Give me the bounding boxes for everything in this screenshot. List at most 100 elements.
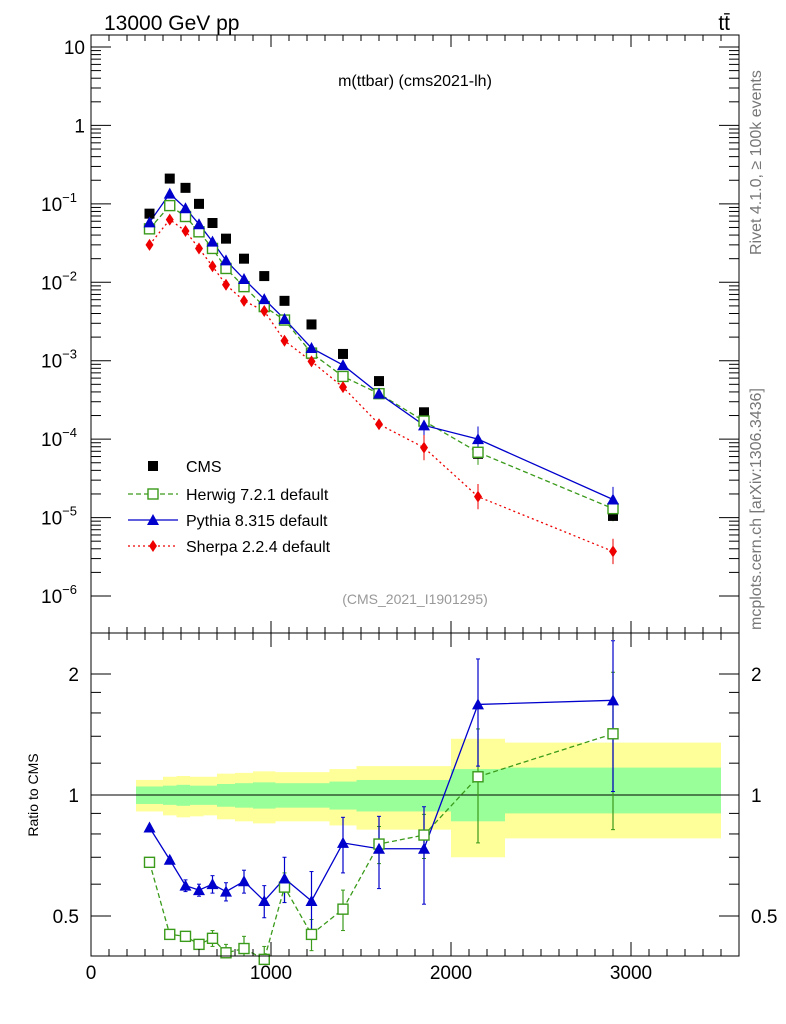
main-y-axis: 10 1 10−1 10−2 10−3 10−4 10−5 10−6 [41, 35, 739, 633]
pythia-point [163, 187, 176, 199]
sherpa-point [145, 238, 154, 251]
pythia-point [337, 836, 349, 848]
pythia-point [238, 273, 250, 285]
herwig-point [143, 856, 156, 869]
legend-entry-label: Herwig 7.2.1 default [186, 487, 329, 504]
herwig-point [607, 502, 619, 515]
uncertainty-band-inner [356, 779, 402, 812]
legend-entry-label: Pythia 8.315 default [186, 513, 328, 530]
sherpa-point [165, 213, 174, 226]
sherpa-point [280, 334, 289, 347]
pythia-point [147, 514, 159, 525]
pythia-point [193, 218, 205, 230]
ratio-y-tick-label-left: 0.5 [53, 907, 79, 928]
y-tick-label: 10−5 [41, 504, 77, 530]
pythia-point [472, 433, 484, 445]
cms-data-point [221, 233, 231, 244]
herwig-point [607, 728, 619, 740]
pythia-point [258, 293, 271, 305]
ratio-axes: 2 2 1 1 0.5 0.5 0 1000 2000 3000 [53, 633, 777, 984]
herwig-point [238, 942, 250, 955]
pythia-point [220, 885, 232, 897]
x-tick-label: 2000 [430, 963, 472, 984]
herwig-point [206, 932, 219, 945]
cms-data-point [148, 461, 158, 471]
pythia-point [206, 235, 219, 247]
ratio-y-tick-label-right: 2 [751, 665, 762, 686]
herwig-point [472, 446, 484, 458]
y-tick-label: 1 [74, 116, 85, 137]
pythia-point [418, 419, 430, 431]
pythia-point [373, 842, 385, 854]
herwig-point [258, 953, 270, 966]
ratio-y-tick-label-left: 1 [68, 786, 79, 807]
series-line-2 [148, 192, 614, 501]
cms-data-point [608, 510, 618, 521]
herwig-point [337, 903, 349, 915]
cms-data-point [164, 173, 175, 184]
cms-data-point [259, 271, 270, 282]
y-tick-label: 10−3 [41, 347, 77, 373]
herwig-point [164, 928, 176, 941]
x-tick-label: 1000 [250, 963, 292, 984]
mcplots-label: mcplots.cern.ch [arXiv:1306.3436] [748, 388, 765, 630]
main-series-layer [143, 173, 619, 565]
pythia-point [278, 872, 291, 884]
pythia-point [163, 853, 176, 865]
sherpa-point [149, 540, 157, 552]
cms-data-point [338, 348, 348, 359]
herwig-point [337, 370, 349, 383]
sherpa-point [474, 490, 482, 503]
legend-entry-label: CMS [186, 459, 222, 476]
herwig-point [147, 488, 159, 500]
y-tick-label: 10 [64, 38, 85, 59]
rivet-label: Rivet 4.1.0, ≥ 100k events [748, 70, 765, 255]
herwig-point [278, 881, 291, 893]
main-panel: 10 1 10−1 10−2 10−3 10−4 10−5 10−6 CMS Herwig 7.… [41, 34, 740, 634]
pythia-point [305, 894, 318, 906]
energy-label: 13000 GeV pp [104, 12, 239, 35]
y-tick-label: 10−6 [41, 582, 77, 608]
pythia-point [143, 821, 156, 833]
sherpa-point [181, 225, 190, 238]
pythia-point [238, 875, 250, 887]
analysis-id: (CMS_2021_I1901295) [342, 591, 488, 607]
legend: CMS Herwig 7.2.1 default Pythia 8.315 defa… [128, 459, 331, 556]
herwig-point [305, 928, 318, 941]
process-label: tt̄ [718, 12, 730, 35]
herwig-point [164, 199, 176, 212]
herwig-point [220, 947, 232, 959]
cms-data-point [194, 198, 204, 209]
ratio-y-tick-label-left: 2 [68, 665, 79, 686]
y-tick-label: 10−1 [41, 190, 77, 216]
sherpa-point [307, 355, 316, 368]
sherpa-point [339, 381, 347, 394]
x-tick-label: 3000 [610, 963, 652, 984]
plot-title: m(ttbar) (cms2021-lh) [338, 73, 492, 90]
pythia-point [472, 698, 484, 710]
pythia-point [278, 313, 291, 325]
ratio-series-layer [143, 640, 619, 966]
sherpa-point [208, 260, 217, 273]
pythia-point [220, 254, 232, 266]
legend-entry-label: Sherpa 2.2.4 default [186, 539, 331, 556]
sherpa-point [609, 545, 617, 558]
sherpa-point [240, 294, 248, 307]
herwig-point [472, 771, 484, 783]
sherpa-point [420, 441, 428, 454]
pythia-point [305, 342, 318, 354]
pythia-point [193, 884, 205, 896]
uncertainty-band-inner [329, 781, 357, 810]
pythia-point [143, 216, 156, 228]
ratio-panel: 2 2 1 1 0.5 0.5 0 1000 2000 3000 Ratio to CMS [25, 632, 777, 984]
pythia-point [607, 493, 619, 505]
pythia-point [179, 202, 192, 214]
herwig-point [418, 829, 430, 841]
sherpa-point [260, 305, 269, 318]
sherpa-point [222, 278, 230, 291]
herwig-point [193, 938, 205, 951]
pythia-point [206, 878, 219, 890]
pythia-point [418, 842, 430, 854]
pythia-point [373, 387, 385, 399]
